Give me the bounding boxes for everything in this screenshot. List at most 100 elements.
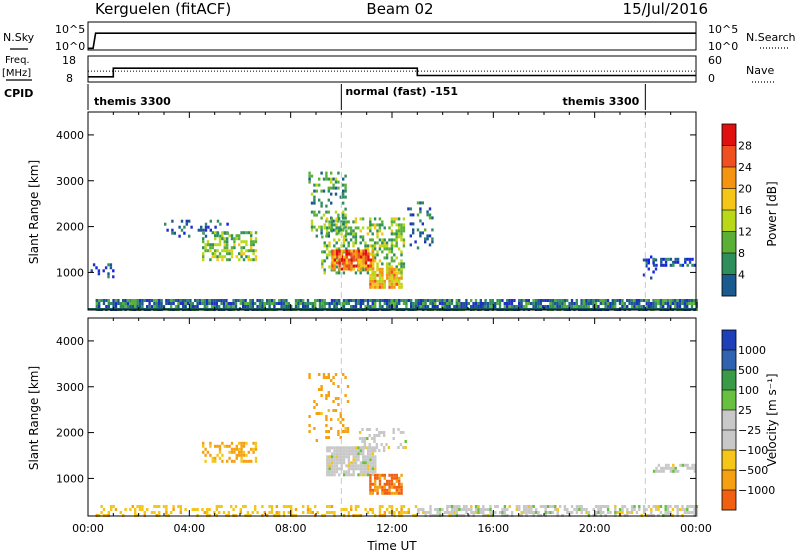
- heatmap-cell: [378, 285, 382, 289]
- heatmap-cell: [369, 508, 372, 511]
- heatmap-cell: [378, 485, 382, 489]
- heatmap-cell: [419, 302, 422, 305]
- heatmap-cell: [107, 302, 110, 305]
- heatmap-cell: [330, 186, 333, 190]
- heatmap-cell: [321, 250, 324, 254]
- heatmap-cell: [410, 305, 413, 308]
- nsearch-label: N.Search: [746, 31, 796, 44]
- heatmap-cell: [191, 508, 194, 511]
- heatmap-cell: [676, 511, 679, 514]
- heatmap-cell: [337, 418, 340, 421]
- heatmap-cell: [364, 473, 367, 477]
- heatmap-cell: [374, 464, 377, 468]
- heatmap-cell: [474, 508, 478, 511]
- heatmap-cell: [378, 247, 382, 251]
- heatmap-cell: [402, 238, 406, 242]
- heatmap-cell: [443, 302, 446, 305]
- heatmap-cell: [388, 305, 391, 308]
- heatmap-cell: [381, 473, 384, 477]
- heatmap-cell: [472, 511, 475, 514]
- heatmap-cell: [233, 447, 236, 451]
- heatmap-cell: [347, 467, 351, 471]
- heatmap-cell: [98, 305, 101, 308]
- heatmap-cell: [218, 444, 222, 448]
- heatmap-cell: [474, 299, 478, 302]
- heatmap-cell: [446, 305, 449, 308]
- heatmap-cell: [520, 299, 523, 302]
- heatmap-cell: [556, 299, 559, 302]
- heatmap-cell: [336, 252, 339, 256]
- heatmap-cell: [527, 505, 531, 508]
- heatmap-cell: [400, 223, 403, 227]
- heatmap-cell: [131, 302, 134, 305]
- heatmap-cell: [327, 394, 330, 397]
- heatmap-cell: [357, 449, 360, 453]
- heatmap-cell: [360, 261, 363, 265]
- heatmap-cell: [657, 508, 660, 511]
- heatmap-cell: [371, 467, 375, 471]
- heatmap-cell: [474, 302, 478, 305]
- heatmap-cell: [645, 261, 648, 265]
- heatmap-cell: [397, 262, 401, 266]
- heatmap-cell: [393, 485, 396, 489]
- heatmap-cell: [167, 299, 170, 302]
- heatmap-cell: [252, 258, 255, 262]
- heatmap-cell: [313, 210, 316, 214]
- heatmap-cell: [270, 302, 274, 305]
- heatmap-cell: [568, 511, 571, 514]
- heatmap-cell: [323, 244, 326, 248]
- heatmap-cell: [393, 267, 396, 271]
- heatmap-cell: [691, 466, 694, 470]
- heatmap-cell: [652, 299, 655, 302]
- heatmap-cell: [347, 473, 351, 477]
- heatmap-cell: [240, 255, 243, 259]
- heatmap-cell: [201, 302, 204, 305]
- heatmap-cell: [654, 508, 658, 511]
- heatmap-cell: [322, 373, 326, 376]
- heatmap-cell: [95, 305, 98, 308]
- heatmap-cell: [313, 225, 316, 229]
- heatmap-cell: [381, 279, 384, 283]
- heatmap-cell: [400, 259, 403, 263]
- heatmap-cell: [382, 446, 386, 449]
- heatmap-cell: [390, 491, 394, 495]
- heatmap-cell: [679, 263, 682, 267]
- heatmap-cell: [508, 305, 511, 308]
- heatmap-cell: [308, 373, 311, 376]
- heatmap-cell: [395, 256, 398, 260]
- heatmap-cell: [556, 302, 559, 305]
- heatmap-cell: [321, 235, 324, 239]
- heatmap-cell: [285, 299, 288, 302]
- heatmap-cell: [578, 305, 581, 308]
- heatmap-cell: [592, 302, 595, 305]
- heatmap-cell: [226, 231, 229, 235]
- heatmap-cell: [686, 466, 689, 470]
- heatmap-cell: [246, 305, 250, 308]
- heatmap-cell: [344, 183, 347, 187]
- heatmap-cell: [660, 260, 663, 264]
- heatmap-cell: [335, 305, 338, 308]
- heatmap-cell: [575, 299, 578, 302]
- heatmap-cell: [339, 412, 342, 415]
- heatmap-cell: [234, 302, 238, 305]
- heatmap-cell: [354, 458, 358, 462]
- heatmap-cell: [328, 455, 331, 459]
- heatmap-cell: [580, 505, 583, 508]
- heatmap-cell: [448, 305, 451, 308]
- colorbar-swatch: [722, 145, 736, 168]
- heatmap-cell: [434, 299, 437, 302]
- heatmap-cell: [360, 267, 363, 271]
- heatmap-cell: [148, 305, 151, 308]
- heatmap-cell: [107, 275, 110, 279]
- heatmap-cell: [297, 299, 300, 302]
- heatmap-cell: [369, 305, 372, 308]
- heatmap-cell: [134, 511, 137, 514]
- heatmap-cell: [458, 302, 461, 305]
- heatmap-cell: [218, 450, 222, 454]
- heatmap-cell: [373, 223, 377, 227]
- heatmap-cell: [254, 302, 257, 305]
- heatmap-cell: [371, 302, 374, 305]
- heatmap-cell: [393, 244, 396, 248]
- heatmap-cell: [563, 505, 567, 508]
- heatmap-cell: [216, 444, 219, 448]
